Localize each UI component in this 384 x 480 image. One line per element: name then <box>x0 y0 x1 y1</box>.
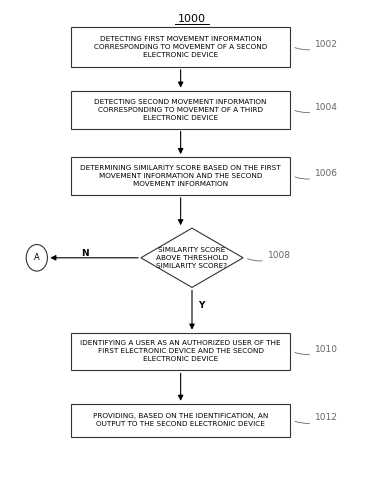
Text: 1000: 1000 <box>178 14 206 24</box>
FancyBboxPatch shape <box>71 157 290 195</box>
Text: PROVIDING, BASED ON THE IDENTIFICATION, AN
OUTPUT TO THE SECOND ELECTRONIC DEVIC: PROVIDING, BASED ON THE IDENTIFICATION, … <box>93 413 268 427</box>
Text: 1002: 1002 <box>295 40 338 50</box>
Text: Y: Y <box>198 301 205 310</box>
Text: DETECTING SECOND MOVEMENT INFORMATION
CORRESPONDING TO MOVEMENT OF A THIRD
ELECT: DETECTING SECOND MOVEMENT INFORMATION CO… <box>94 98 267 120</box>
Text: SIMILARITY SCORE
ABOVE THRESHOLD
SIMILARITY SCORE?: SIMILARITY SCORE ABOVE THRESHOLD SIMILAR… <box>156 247 228 269</box>
FancyBboxPatch shape <box>71 404 290 437</box>
Text: DETECTING FIRST MOVEMENT INFORMATION
CORRESPONDING TO MOVEMENT OF A SECOND
ELECT: DETECTING FIRST MOVEMENT INFORMATION COR… <box>94 36 267 58</box>
Text: 1004: 1004 <box>295 103 338 113</box>
Text: 1008: 1008 <box>248 251 291 261</box>
FancyBboxPatch shape <box>71 26 290 67</box>
Text: A: A <box>34 253 40 262</box>
FancyBboxPatch shape <box>71 333 290 371</box>
Text: N: N <box>81 249 89 258</box>
Text: 1010: 1010 <box>295 345 338 355</box>
Text: DETERMINING SIMILARITY SCORE BASED ON THE FIRST
MOVEMENT INFORMATION AND THE SEC: DETERMINING SIMILARITY SCORE BASED ON TH… <box>80 165 281 187</box>
Text: 1006: 1006 <box>295 169 338 179</box>
FancyBboxPatch shape <box>71 91 290 129</box>
Text: 1012: 1012 <box>295 413 338 423</box>
Text: IDENTIFYING A USER AS AN AUTHORIZED USER OF THE
FIRST ELECTRONIC DEVICE AND THE : IDENTIFYING A USER AS AN AUTHORIZED USER… <box>80 340 281 362</box>
Polygon shape <box>141 228 243 288</box>
